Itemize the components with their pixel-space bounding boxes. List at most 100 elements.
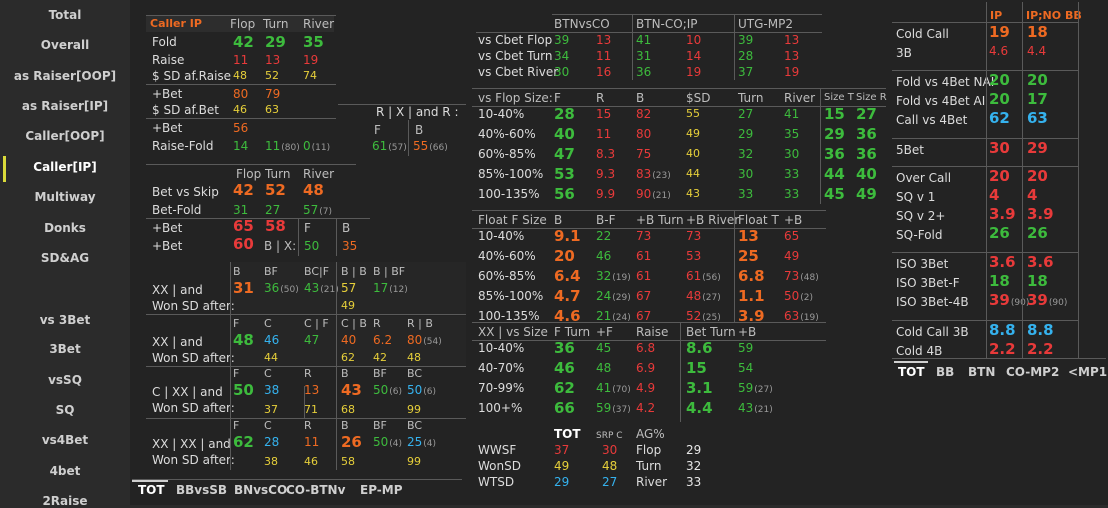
divider [146, 418, 466, 419]
stat-value: 71 [304, 403, 318, 416]
row-label: B | X: [264, 239, 297, 253]
tab--mp1[interactable]: <MP1 [1068, 365, 1108, 379]
sample-count: (54) [423, 337, 442, 347]
sidebar-item-multiway[interactable]: Multiway [34, 190, 96, 204]
sidebar-item-as-raiser-ip[interactable]: as Raiser[IP] [21, 99, 109, 113]
stat-value: 50(6) [373, 383, 403, 397]
row-label: $ SD af.Bet [152, 103, 219, 117]
row-label: Turn [636, 459, 662, 473]
sidebar-item-overall[interactable]: Overall [40, 38, 90, 52]
sample-count: (27) [754, 385, 773, 395]
column-header: +B [738, 325, 757, 339]
tab-co-btnv[interactable]: CO-BTNv [286, 483, 346, 497]
sample-count: (12) [389, 285, 408, 295]
sidebar-item-2raise[interactable]: 2Raise [42, 494, 88, 508]
row-label: XX | and [152, 335, 203, 349]
row-label: Cold Call 3B [896, 325, 969, 339]
column-header: Size R [856, 92, 887, 103]
column-header: B [342, 221, 351, 235]
tab-co-mp2[interactable]: CO-MP2 [1006, 365, 1060, 379]
stat-value: 43(21) [738, 401, 773, 415]
stat-value: 48 [407, 351, 421, 364]
divider [892, 138, 1078, 139]
row-label: WWSF [478, 443, 517, 457]
stat-value: 22 [596, 229, 612, 243]
stat-value: 60 [233, 235, 254, 253]
column-header: C [264, 419, 272, 432]
row-label: 100-135% [478, 309, 540, 323]
sidebar-item-vssq[interactable]: vsSQ [48, 373, 82, 387]
divider [472, 228, 826, 229]
tab-bb[interactable]: BB [936, 365, 955, 379]
divider [820, 88, 821, 204]
sidebar-item-4bet[interactable]: 4bet [49, 464, 81, 478]
stat-value: 62 [341, 351, 355, 364]
sample-count: (6) [389, 387, 403, 397]
stat-value: 80 [636, 127, 652, 141]
sidebar-item-as-raiser-oop[interactable]: as Raiser[OOP] [13, 69, 117, 83]
sidebar-item-sd-ag[interactable]: SD&AG [40, 251, 90, 265]
column-header: B [415, 123, 424, 137]
tab-ep-mp[interactable]: EP-MP [360, 483, 403, 497]
active-tab-indicator [894, 361, 928, 363]
sidebar-item-caller-oop[interactable]: Caller[OOP] [25, 129, 105, 143]
stat-value: 19 [303, 53, 319, 67]
column-header: F [374, 123, 381, 137]
stat-value: 42 [233, 33, 254, 51]
tab-bnvsco[interactable]: BNvsCO [234, 483, 288, 497]
column-header: BF [373, 419, 387, 432]
tab-bbvssb[interactable]: BBvsSB [176, 483, 228, 497]
stat-value: 1.1 [738, 287, 765, 305]
column-header: BC|F [304, 265, 330, 278]
stat-value: 49 [341, 299, 355, 312]
stat-value: 52 [265, 69, 279, 82]
sample-count: (29) [612, 293, 631, 303]
right-stats-panel: IP IP;NO BB Cold Call 19 18 3B 4.6 4.4 Fold vs 4… [890, 0, 1108, 505]
stat-value: 25 [738, 247, 759, 265]
sidebar-item-sq[interactable]: SQ [55, 403, 75, 417]
stat-value: 47 [304, 333, 320, 347]
stat-value: 27 [602, 475, 618, 489]
stat-value: 8.8 [1027, 321, 1054, 339]
sidebar-item-caller-ip[interactable]: Caller[IP] [33, 160, 97, 174]
stat-value: 67 [636, 309, 652, 323]
stat-value: 53 [554, 165, 575, 183]
tab-tot[interactable]: TOT [138, 483, 165, 497]
stat-value: 49 [554, 459, 570, 473]
stat-value: 20 [1027, 167, 1048, 185]
divider [472, 88, 886, 89]
stat-value: 80 [233, 87, 249, 101]
column-header: Float T [738, 213, 779, 227]
stat-value: 4.7 [554, 287, 581, 305]
column-header: River [784, 91, 816, 105]
sidebar-item-donks[interactable]: Donks [44, 221, 86, 235]
stat-value: 4.9 [636, 381, 656, 395]
sample-count: (6) [423, 387, 437, 397]
row-label: WTSD [478, 475, 515, 489]
row-label: Fold vs 4Bet NAI [896, 75, 995, 89]
stat-value: 46 [264, 333, 280, 347]
sample-count: (25) [702, 313, 721, 323]
column-header: B [341, 367, 349, 380]
divider [892, 70, 1078, 71]
column-header: R [373, 317, 381, 330]
stat-value: 48 [602, 459, 618, 473]
sidebar-item-vs4bet[interactable]: vs4Bet [41, 433, 89, 447]
divider [472, 210, 826, 211]
sidebar-item-3bet[interactable]: 3Bet [49, 342, 81, 356]
stat-value: 80(54) [407, 333, 442, 347]
stat-value: 43(21) [304, 281, 339, 295]
sidebar-item-vs-3bet[interactable]: vs 3Bet [39, 313, 91, 327]
stat-value: 73 [636, 229, 652, 243]
divider [298, 218, 299, 256]
tab-btn[interactable]: BTN [968, 365, 996, 379]
divider [304, 386, 305, 418]
column-header: C [264, 317, 272, 330]
row-label: 10-40% [478, 341, 525, 355]
stat-value: 6.2 [373, 333, 393, 347]
stat-value: 39(90) [1027, 291, 1068, 309]
stat-value: 13 [265, 53, 281, 67]
sidebar-item-total[interactable]: Total [48, 8, 82, 22]
tab-tot[interactable]: TOT [898, 365, 925, 379]
left-stats-panel: Caller IP Flop Turn River Fold 42 29 35 Raise 11 1… [130, 0, 466, 505]
